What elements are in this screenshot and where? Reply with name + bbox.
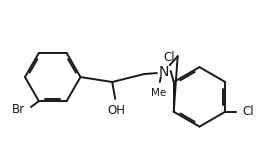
Text: Cl: Cl <box>242 105 254 118</box>
Text: Cl: Cl <box>163 51 175 64</box>
Text: Br: Br <box>12 102 25 116</box>
Text: OH: OH <box>107 104 125 117</box>
Text: Me: Me <box>151 88 166 98</box>
Text: N: N <box>159 65 169 79</box>
